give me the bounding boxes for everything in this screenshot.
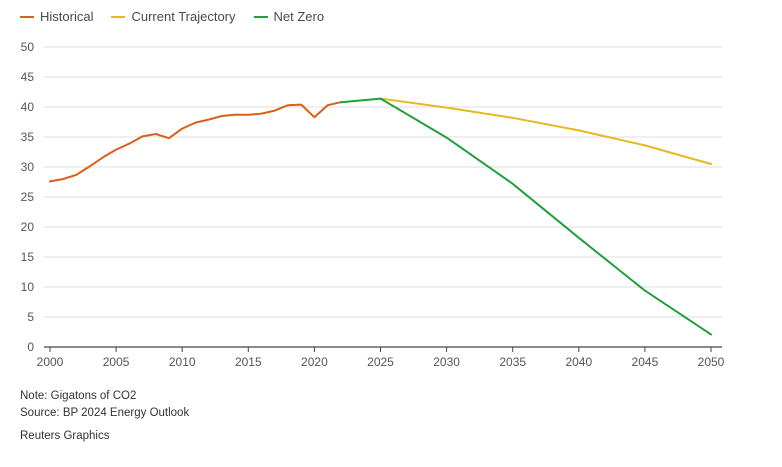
x-tick-label: 2050 (698, 355, 725, 369)
legend-swatch-net-zero (253, 15, 268, 18)
y-tick-label: 5 (27, 310, 34, 324)
legend-swatch-historical (20, 15, 34, 18)
x-tick-label: 2030 (433, 355, 460, 369)
x-tick-label: 2015 (235, 355, 262, 369)
chart-credit: Reuters Graphics (20, 430, 110, 442)
legend-label-net-zero: Net Zero (273, 9, 325, 24)
legend-item-net-zero: Net Zero (253, 9, 325, 24)
y-tick-label: 25 (21, 190, 35, 204)
y-tick-label: 10 (21, 280, 35, 294)
x-tick-label: 2045 (632, 355, 659, 369)
y-tick-label: 20 (21, 220, 35, 234)
legend-label-current-trajectory: Current Trajectory (131, 9, 236, 24)
legend-label-historical: Historical (40, 9, 94, 24)
x-tick-label: 2040 (565, 355, 592, 369)
x-tick-label: 2025 (367, 355, 394, 369)
gridlines (44, 46, 722, 348)
x-tick-label: 2005 (103, 355, 130, 369)
series-line-historical (49, 101, 342, 183)
chart-source: Source: BP 2024 Energy Outlook (20, 407, 190, 419)
chart-note: Note: Gigatons of CO2 (20, 390, 137, 402)
x-tick-label: 2000 (37, 355, 64, 369)
y-tick-label: 40 (21, 100, 35, 114)
legend-item-historical: Historical (20, 9, 93, 24)
y-tick-label: 0 (27, 340, 34, 354)
y-tick-label: 50 (21, 40, 35, 54)
series-lines (49, 97, 712, 336)
legend-item-current-trajectory: Current Trajectory (111, 9, 236, 24)
series-line-net-zero (339, 97, 712, 336)
series-line-current-trajectory (379, 97, 712, 165)
y-tick-label: 35 (21, 130, 35, 144)
x-axis-ticks: 2000 2005 2010 2015 2020 2025 2030 2035 2040 2045… (37, 347, 725, 369)
legend-swatch-current-trajectory (111, 15, 126, 18)
y-axis-ticks: 0 5 10 15 20 25 30 35 40 45 50 (21, 40, 35, 354)
chart-legend: Historical Current Trajectory Net Zero (20, 9, 324, 24)
x-tick-label: 2035 (499, 355, 526, 369)
y-tick-label: 30 (21, 160, 35, 174)
y-tick-label: 45 (21, 70, 35, 84)
y-tick-label: 15 (21, 250, 35, 264)
x-tick-label: 2020 (301, 355, 328, 369)
x-tick-label: 2010 (169, 355, 196, 369)
